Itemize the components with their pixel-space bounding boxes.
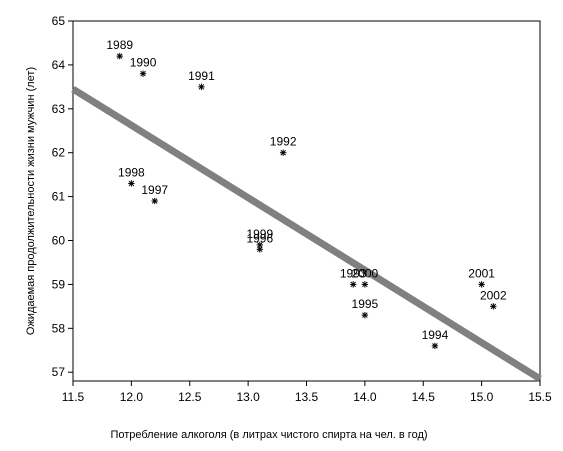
point-label: 1989 bbox=[106, 38, 133, 52]
x-axis: 11.5 12.0 12.5 13.0 13.5 14.0 14.5 15.0 15.5 bbox=[62, 381, 552, 404]
point-marker-d2 bbox=[257, 242, 263, 248]
point-label: 1995 bbox=[352, 297, 379, 311]
x-tick-label: 15.0 bbox=[470, 390, 494, 404]
y-tick-label: 62 bbox=[52, 146, 66, 160]
point-label: 1998 bbox=[118, 165, 145, 179]
point-label: 2002 bbox=[480, 288, 507, 302]
point-marker-d2 bbox=[128, 180, 135, 187]
y-tick-label: 63 bbox=[52, 102, 66, 116]
point-label: 1999 bbox=[246, 227, 273, 241]
data-point: 1993 bbox=[340, 266, 367, 288]
x-tick-label: 14.5 bbox=[412, 390, 436, 404]
data-point: 1989 bbox=[106, 38, 133, 60]
x-axis-label: Потребление алкоголя (в литрах чистого с… bbox=[110, 429, 427, 441]
point-marker-d2 bbox=[362, 312, 368, 318]
data-point: 1992 bbox=[270, 135, 297, 156]
x-tick-label: 12.0 bbox=[120, 390, 144, 404]
trendline-group bbox=[71, 86, 542, 382]
x-tick-label: 13.0 bbox=[236, 390, 260, 404]
point-marker-d2 bbox=[140, 70, 146, 77]
data-point: 1994 bbox=[422, 328, 449, 350]
data-point: 1996 bbox=[246, 231, 273, 253]
point-label: 1996 bbox=[246, 231, 273, 245]
y-axis-label: Ожидаемая продолжительности жизни мужчин… bbox=[25, 67, 37, 335]
point-label: 1991 bbox=[188, 69, 215, 83]
data-point: 1995 bbox=[352, 297, 379, 319]
x-tick-label: 13.5 bbox=[295, 390, 319, 404]
data-point: 1998 bbox=[118, 165, 145, 187]
x-tick-label: 11.5 bbox=[62, 390, 85, 404]
point-label: 2000 bbox=[352, 266, 379, 280]
point-marker-d2 bbox=[280, 149, 286, 156]
y-tick-label: 58 bbox=[52, 321, 66, 335]
point-label: 1994 bbox=[422, 328, 449, 342]
data-point: 2001 bbox=[468, 266, 495, 288]
x-tick-label: 12.5 bbox=[178, 390, 202, 404]
point-label: 1997 bbox=[141, 183, 168, 197]
y-tick-label: 57 bbox=[52, 365, 66, 379]
data-point: 2000 bbox=[352, 266, 379, 288]
point-marker-d2 bbox=[116, 53, 123, 59]
point-marker-d2 bbox=[350, 281, 356, 288]
x-tick-label: 15.5 bbox=[528, 390, 552, 404]
y-tick-label: 64 bbox=[52, 58, 66, 72]
y-axis: 57 58 59 60 61 62 63 64 65 bbox=[52, 14, 73, 379]
point-marker-d2 bbox=[490, 303, 497, 310]
data-point: 2002 bbox=[480, 288, 507, 310]
y-tick-label: 61 bbox=[52, 190, 66, 204]
y-tick-label: 59 bbox=[52, 277, 66, 291]
point-label: 1992 bbox=[270, 135, 297, 149]
trendline bbox=[71, 86, 542, 382]
data-point: 1999 bbox=[246, 227, 273, 249]
data-point: 1997 bbox=[141, 183, 168, 205]
point-marker-d2 bbox=[478, 281, 485, 288]
point-marker-d2 bbox=[257, 246, 263, 253]
point-marker-d2 bbox=[432, 343, 438, 349]
point-marker-d2 bbox=[151, 198, 158, 204]
point-label: 1993 bbox=[340, 266, 367, 280]
data-point: 1991 bbox=[188, 69, 215, 91]
point-label: 1990 bbox=[130, 56, 157, 70]
point-marker-d2 bbox=[362, 281, 368, 288]
point-label: 2001 bbox=[468, 266, 495, 280]
point-marker-d2 bbox=[198, 84, 205, 90]
y-tick-label: 65 bbox=[52, 14, 66, 28]
data-point: 1990 bbox=[130, 56, 157, 77]
y-tick-label: 60 bbox=[52, 234, 66, 248]
x-tick-label: 14.0 bbox=[353, 390, 377, 404]
